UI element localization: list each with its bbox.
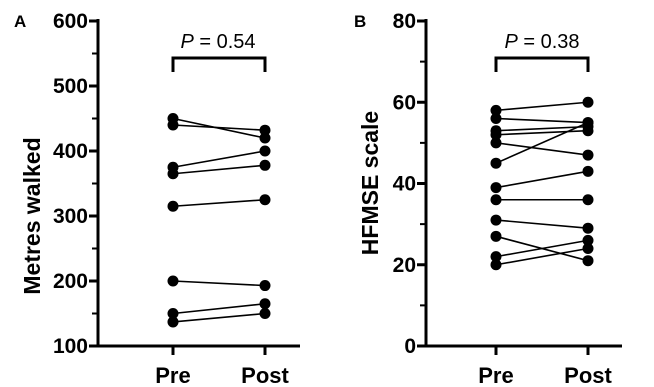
y-tick-label-a: 600 <box>53 10 88 33</box>
data-point-a-4-post <box>259 159 271 171</box>
data-point-b-1-post <box>582 96 594 108</box>
y-tick-label-a: 200 <box>53 270 88 293</box>
p-value-b: = 0.38 <box>518 31 580 53</box>
significance-bracket-a <box>171 56 267 72</box>
pair-line-b-4 <box>495 129 589 136</box>
data-point-a-8-pre <box>167 316 179 328</box>
data-point-b-12-pre <box>490 259 502 271</box>
data-point-a-8-post <box>259 308 271 319</box>
pair-line-a-5 <box>172 198 266 208</box>
pair-line-b-7 <box>495 170 589 189</box>
pair-line-b-3 <box>495 125 589 132</box>
data-point-a-6-post <box>259 280 271 292</box>
y-tick-label-a: 300 <box>53 205 88 228</box>
pair-line-a-3 <box>172 150 266 169</box>
x-category-label-a: Pre <box>155 363 190 387</box>
p-value-a: = 0.54 <box>194 31 256 53</box>
p-value-label-b: P = 0.38 <box>504 31 579 53</box>
p-symbol-b: P <box>504 31 518 53</box>
pair-line-b-1 <box>495 101 589 112</box>
y-tick-label-b: 0 <box>404 335 416 358</box>
data-point-b-8-post <box>582 194 594 206</box>
data-point-b-9-pre <box>490 214 502 226</box>
data-point-b-9-post <box>582 222 594 234</box>
y-axis-title-a: Metres walked <box>19 137 45 294</box>
data-point-a-2-post <box>259 124 271 136</box>
pair-line-a-4 <box>172 164 266 175</box>
pair-line-b-5 <box>495 142 589 156</box>
x-category-label-a: Post <box>241 363 289 387</box>
data-point-b-4-pre <box>490 129 502 141</box>
data-point-b-4-post <box>582 125 594 137</box>
data-point-a-4-pre <box>167 168 179 180</box>
panel-b: B HFMSE scale P = 0.38 0 20 40 60 80 Pre Post <box>354 10 622 387</box>
data-point-a-5-post <box>259 194 271 206</box>
data-point-a-1-post <box>259 132 271 144</box>
data-point-a-5-pre <box>167 200 179 212</box>
y-tick-label-b: 40 <box>393 173 416 196</box>
data-point-a-3-post <box>259 145 271 157</box>
x-category-label-b: Post <box>564 363 612 387</box>
y-tick-label-b: 20 <box>393 254 416 277</box>
pair-line-a-6 <box>172 280 266 287</box>
data-point-b-5-pre <box>490 137 502 149</box>
pair-line-b-9 <box>495 219 589 229</box>
significance-bracket-b <box>494 56 590 72</box>
panel-letter-b: B <box>354 12 366 31</box>
data-point-b-10-post <box>582 255 594 267</box>
data-point-a-6-pre <box>167 275 179 287</box>
pair-line-b-6 <box>495 121 589 164</box>
data-point-b-7-pre <box>490 182 502 194</box>
data-point-b-6-post <box>582 117 594 129</box>
y-tick-label-a: 100 <box>53 335 88 358</box>
y-tick-label-b: 80 <box>393 10 416 33</box>
data-point-b-8-pre <box>490 194 502 206</box>
data-point-b-1-pre <box>490 104 502 116</box>
data-point-b-11-pre <box>490 251 502 263</box>
pair-line-b-12 <box>495 247 589 266</box>
panel-a: A Metres walked P = 0.54 100 200 300 400 500… <box>14 10 300 387</box>
data-point-b-10-pre <box>490 230 502 242</box>
pair-line-b-11 <box>495 239 589 258</box>
p-value-label-a: P = 0.54 <box>180 31 255 53</box>
data-point-b-5-post <box>582 149 594 161</box>
panel-letter-a: A <box>14 12 26 31</box>
data-point-b-11-post <box>582 234 594 246</box>
y-tick-label-b: 60 <box>393 91 416 114</box>
y-axis-title-b: HFMSE scale <box>357 111 383 255</box>
x-category-label-b: Pre <box>478 363 513 387</box>
data-point-a-7-pre <box>167 308 179 319</box>
y-tick-label-a: 400 <box>53 140 88 163</box>
data-point-a-7-post <box>259 298 271 310</box>
pair-line-a-7 <box>172 302 266 315</box>
data-point-b-6-pre <box>490 157 502 169</box>
data-point-b-7-post <box>582 165 594 177</box>
pair-line-a-8 <box>172 312 266 323</box>
data-point-a-2-pre <box>167 119 179 131</box>
p-symbol-a: P <box>180 31 194 53</box>
data-point-b-12-post <box>582 243 594 254</box>
pair-line-a-2 <box>172 124 266 131</box>
pair-line-b-2 <box>495 117 589 124</box>
y-tick-label-a: 500 <box>53 75 88 98</box>
data-point-b-2-pre <box>490 113 502 124</box>
